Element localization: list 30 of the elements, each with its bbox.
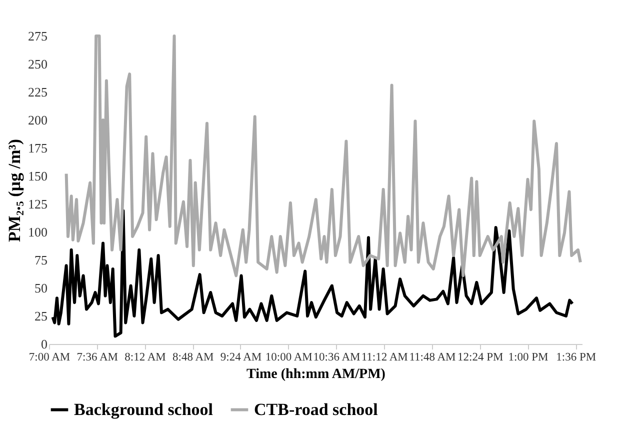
x-tick-label: 12:24 PM bbox=[458, 352, 504, 364]
y-tick-label: 75 bbox=[34, 252, 48, 268]
legend-label: Background school bbox=[74, 400, 214, 419]
y-tick-label: 125 bbox=[28, 196, 48, 212]
x-tick-label: 7:36 AM bbox=[76, 352, 118, 364]
y-tick-label: 150 bbox=[28, 168, 48, 184]
y-tick-label: 225 bbox=[28, 84, 48, 100]
y-tick-label: 175 bbox=[28, 140, 48, 156]
x-tick-label: 11:12 AM bbox=[361, 352, 408, 364]
line-series bbox=[64, 34, 582, 278]
y-tick-label: 0 bbox=[41, 336, 48, 352]
x-tick-label: 9:24 AM bbox=[220, 352, 262, 364]
y-tick-label: 275 bbox=[28, 28, 48, 44]
y-tick-label: 25 bbox=[34, 308, 48, 324]
x-tick-label: 7:00 AM bbox=[28, 352, 70, 364]
y-tick-label: 50 bbox=[34, 280, 48, 296]
x-tick-label: 10:36 AM bbox=[313, 352, 360, 364]
x-tick-label: 8:12 AM bbox=[124, 352, 166, 364]
x-tick-label: 1:36 PM bbox=[556, 352, 596, 364]
y-tick-label: 100 bbox=[28, 224, 48, 240]
y-tick-label: 200 bbox=[28, 112, 48, 128]
y-axis-title: PM₂.₅ (µg /m³) bbox=[5, 139, 24, 242]
y-tick-label: 250 bbox=[28, 56, 48, 72]
x-tick-label: 11:48 AM bbox=[409, 352, 456, 364]
x-tick-label: 8:48 AM bbox=[172, 352, 214, 364]
line-series bbox=[51, 209, 574, 338]
x-tick-label: 1:00 PM bbox=[508, 352, 548, 364]
x-tick-label: 10:00 AM bbox=[265, 352, 312, 364]
x-axis-title: Time (hh:mm AM/PM) bbox=[246, 367, 386, 382]
legend-label: CTB-road school bbox=[254, 400, 378, 419]
